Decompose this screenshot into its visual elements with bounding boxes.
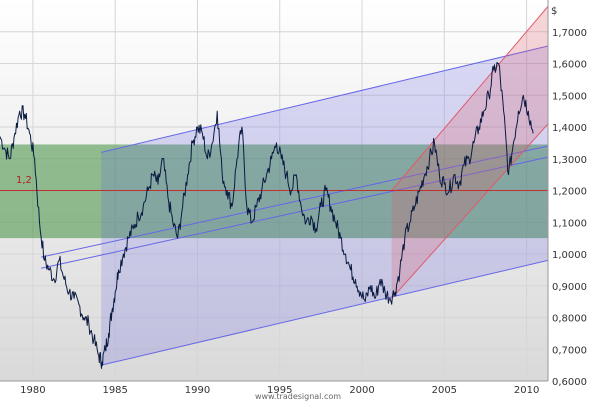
y-tick-label: 1,5000 — [552, 91, 587, 102]
horizontal-band — [0, 144, 548, 239]
y-tick-label: 1,1000 — [552, 218, 587, 229]
watermark: www.tradesignal.com — [255, 392, 341, 401]
x-axis-labels: 1980 1985 1990 1995 2000 2005 2010 — [20, 385, 539, 396]
x-tick-label: 1985 — [102, 385, 127, 396]
y-tick-label: 0,9000 — [552, 282, 587, 293]
y-tick-label: 1,7000 — [552, 28, 587, 39]
price-line — [0, 61, 534, 369]
x-tick-label: 2005 — [432, 385, 457, 396]
short-channel-upper-line — [391, 6, 548, 191]
y-tick-label: 1,0000 — [552, 250, 587, 261]
currency-label: $ — [551, 6, 557, 17]
long-channel-lower-line — [101, 259, 548, 366]
y-tick-label: 1,3000 — [552, 155, 587, 166]
x-tick-label: 1995 — [267, 385, 292, 396]
long-channel-fill — [101, 46, 548, 366]
x-tick-label: 2010 — [514, 385, 539, 396]
y-tick-label: 1,2000 — [552, 187, 587, 198]
x-tick-label: 1980 — [20, 385, 45, 396]
long-channel-inner-line — [41, 145, 548, 258]
y-tick-label: 1,4000 — [552, 123, 587, 134]
short-channel-fill — [391, 6, 548, 299]
long-channel-upper-line — [101, 45, 548, 153]
x-tick-label: 1990 — [185, 385, 210, 396]
y-tick-label: 0,7000 — [552, 345, 587, 356]
short-channel-lower-line — [391, 123, 548, 299]
y-axis-labels: 0,6000 0,7000 0,8000 0,9000 1,0000 1,1000 1,20… — [552, 28, 587, 388]
long-channel-inner-line — [41, 156, 548, 269]
x-tick-label: 2000 — [349, 385, 374, 396]
y-tick-label: 0,6000 — [552, 377, 587, 388]
y-tick-label: 1,6000 — [552, 60, 587, 71]
y-tick-label: 0,8000 — [552, 314, 587, 325]
reference-level-label: 1,2 — [16, 175, 32, 186]
